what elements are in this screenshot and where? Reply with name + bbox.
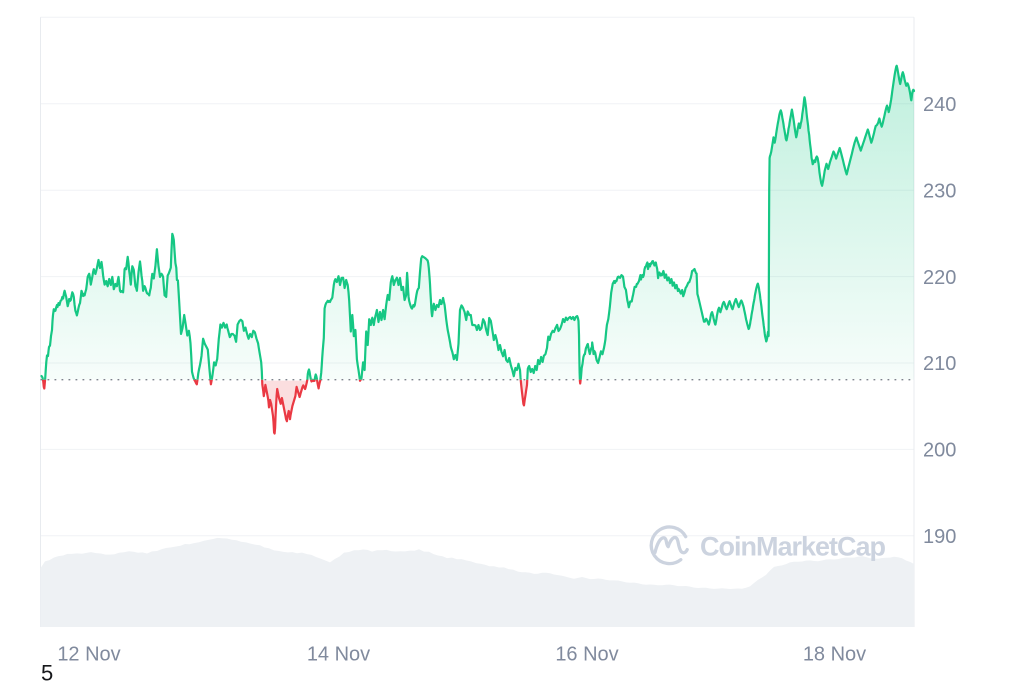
svg-text:200: 200 — [923, 440, 956, 462]
svg-text:190: 190 — [923, 526, 956, 548]
svg-text:210: 210 — [923, 353, 956, 375]
svg-text:16 Nov: 16 Nov — [555, 644, 618, 666]
svg-text:220: 220 — [923, 267, 956, 289]
svg-text:230: 230 — [923, 180, 956, 202]
svg-text:18 Nov: 18 Nov — [803, 644, 866, 666]
svg-text:5: 5 — [41, 661, 53, 683]
svg-text:14 Nov: 14 Nov — [307, 644, 370, 666]
svg-text:12 Nov: 12 Nov — [57, 644, 120, 666]
svg-text:240: 240 — [923, 94, 956, 116]
svg-text:CoinMarketCap: CoinMarketCap — [700, 532, 886, 562]
